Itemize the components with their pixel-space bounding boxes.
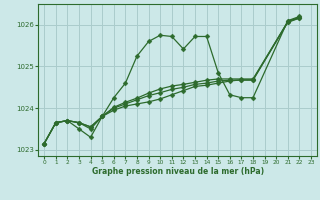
X-axis label: Graphe pression niveau de la mer (hPa): Graphe pression niveau de la mer (hPa) (92, 167, 264, 176)
